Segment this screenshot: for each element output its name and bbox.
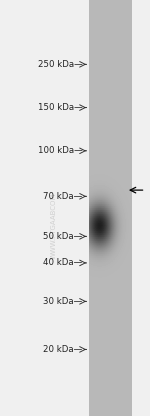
Text: 70 kDa—: 70 kDa— (44, 192, 83, 201)
Text: 20 kDa—: 20 kDa— (44, 345, 83, 354)
Text: 40 kDa—: 40 kDa— (44, 258, 83, 267)
Text: WWW.PTGAABCOM: WWW.PTGAABCOM (51, 193, 57, 259)
Text: 100 kDa—: 100 kDa— (38, 146, 83, 155)
Text: 150 kDa—: 150 kDa— (38, 103, 83, 112)
Text: 250 kDa—: 250 kDa— (38, 60, 83, 69)
Text: 50 kDa—: 50 kDa— (44, 232, 83, 241)
Text: 30 kDa—: 30 kDa— (44, 297, 83, 306)
